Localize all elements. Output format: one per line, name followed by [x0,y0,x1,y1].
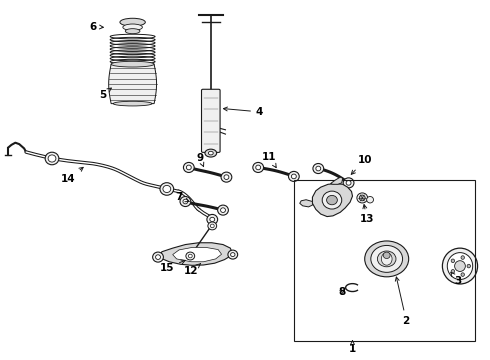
Ellipse shape [313,163,324,174]
Ellipse shape [383,252,390,258]
Ellipse shape [156,255,160,260]
Ellipse shape [188,254,192,258]
Ellipse shape [451,270,455,273]
Ellipse shape [455,261,466,271]
Ellipse shape [123,24,143,31]
Ellipse shape [183,162,194,172]
Text: 1: 1 [349,341,356,354]
Polygon shape [331,177,343,184]
FancyBboxPatch shape [201,89,220,152]
Ellipse shape [220,208,225,212]
Text: 2: 2 [395,277,410,325]
Ellipse shape [377,251,396,267]
Ellipse shape [316,166,321,171]
Ellipse shape [208,151,213,155]
Ellipse shape [210,224,214,228]
Ellipse shape [365,241,409,277]
Text: 6: 6 [89,22,103,32]
Ellipse shape [253,162,264,172]
Ellipse shape [186,252,195,260]
Ellipse shape [160,183,173,195]
Ellipse shape [461,273,465,276]
Ellipse shape [461,256,465,259]
Ellipse shape [343,178,354,188]
Ellipse shape [120,18,146,26]
Text: 9: 9 [196,153,204,167]
Ellipse shape [207,215,218,225]
Ellipse shape [208,222,217,230]
Ellipse shape [442,248,478,284]
Text: 8: 8 [338,287,345,297]
Text: 11: 11 [262,152,277,168]
Ellipse shape [153,252,163,262]
Ellipse shape [367,197,373,203]
Ellipse shape [371,246,403,273]
Ellipse shape [163,185,171,193]
Bar [294,180,475,341]
Text: 12: 12 [184,264,200,276]
Polygon shape [300,200,313,207]
Ellipse shape [48,155,56,162]
Polygon shape [158,243,233,265]
Ellipse shape [186,165,191,170]
Text: 3: 3 [451,272,462,286]
Ellipse shape [359,195,365,201]
Ellipse shape [45,152,59,165]
Ellipse shape [224,175,229,180]
Ellipse shape [289,171,299,181]
Ellipse shape [231,253,235,257]
Text: 13: 13 [360,204,374,224]
Ellipse shape [113,101,152,106]
Ellipse shape [467,264,470,268]
Text: 15: 15 [160,260,185,273]
Ellipse shape [125,29,140,34]
Ellipse shape [205,149,217,157]
Ellipse shape [180,197,191,207]
Ellipse shape [381,253,392,265]
Ellipse shape [228,250,238,259]
Text: 7: 7 [175,192,189,202]
Text: 5: 5 [98,88,111,100]
Ellipse shape [327,195,337,205]
Ellipse shape [357,193,368,203]
Ellipse shape [346,180,351,185]
Polygon shape [109,64,157,104]
Ellipse shape [322,191,342,209]
Text: 14: 14 [61,167,83,184]
Ellipse shape [183,199,188,204]
Text: 4: 4 [223,107,263,117]
Ellipse shape [292,174,296,179]
Ellipse shape [221,172,232,182]
Ellipse shape [210,217,215,222]
Ellipse shape [256,165,261,170]
Polygon shape [313,184,352,217]
Ellipse shape [447,253,473,279]
Ellipse shape [111,61,154,67]
Polygon shape [172,247,221,262]
Ellipse shape [451,259,455,262]
Text: 10: 10 [351,155,372,174]
Ellipse shape [218,205,228,215]
